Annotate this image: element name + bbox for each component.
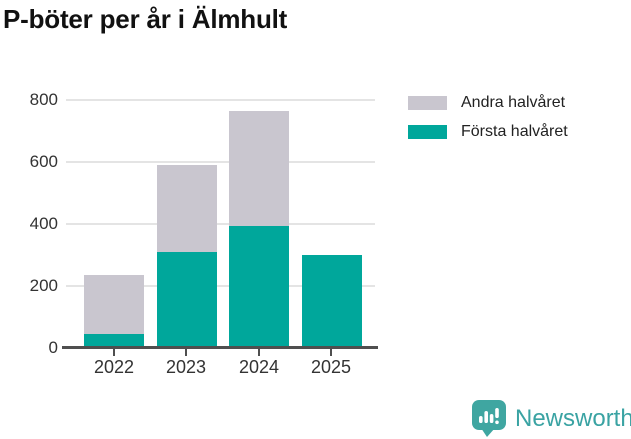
x-tick-2025 [330,349,332,356]
x-tick-2022 [113,349,115,356]
x-tick-label-2024: 2024 [238,357,280,377]
legend-swatch-forsta-halvaret [408,125,447,139]
x-tick-2023 [185,349,187,356]
legend-item-forsta-halvaret: Första halvåret [408,123,568,140]
gridline-200 [66,285,375,287]
x-axis-ticks [66,349,375,357]
y-tick-label-0: 0 [48,338,58,357]
bar-2024-andra-halv-ret [229,110,289,226]
gridline-800 [66,99,375,101]
y-axis-labels: 800 600 400 200 0 [0,0,58,360]
bar-2024-f-rsta-halv-ret [229,225,289,348]
x-tick-label-2025: 2025 [310,357,352,377]
bar-2022-andra-halv-ret [84,275,144,335]
newsworthy-logo-text: Newsworthy [515,404,631,432]
x-tick-label-2023: 2023 [165,357,207,377]
x-tick-2024 [258,349,260,356]
bar-2023-f-rsta-halv-ret [157,251,217,348]
bar-2022-f-rsta-halv-ret [84,334,144,348]
newsworthy-logo[interactable]: Newsworthy [472,400,631,437]
x-axis-labels: 2022 2023 2024 2025 [66,357,375,379]
gridline-600 [66,161,375,163]
y-tick-label-800: 800 [29,90,58,109]
bar-2023-andra-halv-ret [157,165,217,252]
y-tick-label-200: 200 [29,276,58,295]
chart-title: P-böter per år i Älmhult [3,4,288,34]
plot-area [66,99,375,348]
legend-label-forsta-halvaret: Första halvåret [461,123,568,140]
bars-layer [66,100,375,348]
legend-label-andra-halvaret: Andra halvåret [461,94,566,111]
legend-item-andra-halvaret: Andra halvåret [408,94,568,111]
gridline-400 [66,223,375,225]
newsworthy-speech-bubble-bar-chart-icon [472,400,506,437]
chart-legend: Andra halvåret Första halvåret [408,94,568,153]
legend-swatch-andra-halvaret [408,96,447,110]
bar-2025-f-rsta-halv-ret [302,255,362,348]
x-tick-label-2022: 2022 [93,357,135,377]
y-tick-label-600: 600 [29,152,58,171]
y-tick-label-400: 400 [29,214,58,233]
x-axis-line [62,346,378,349]
